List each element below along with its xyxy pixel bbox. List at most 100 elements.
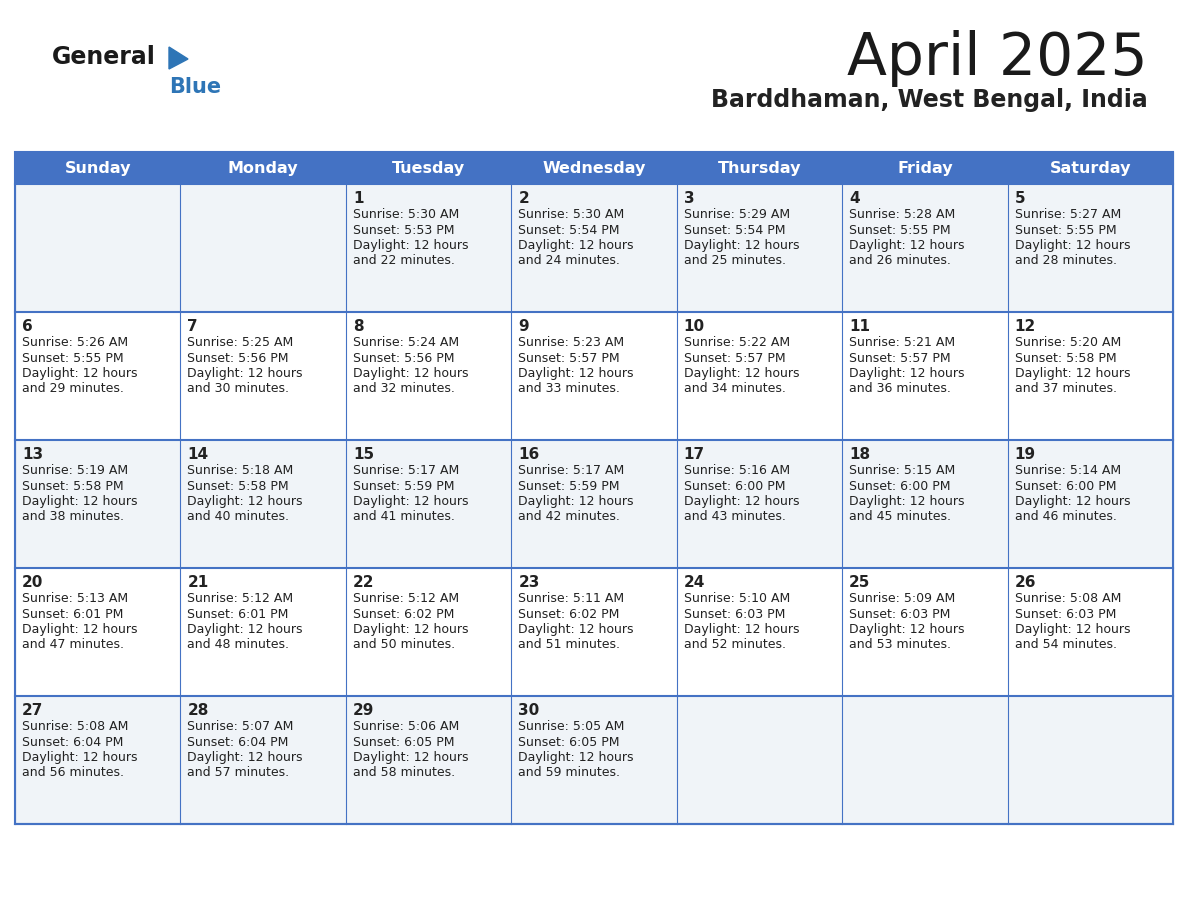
Text: Daylight: 12 hours: Daylight: 12 hours — [849, 367, 965, 380]
Text: Sunset: 6:03 PM: Sunset: 6:03 PM — [1015, 608, 1116, 621]
Text: and 28 minutes.: and 28 minutes. — [1015, 254, 1117, 267]
Text: 27: 27 — [23, 703, 44, 718]
Text: and 59 minutes.: and 59 minutes. — [518, 767, 620, 779]
Text: 16: 16 — [518, 447, 539, 462]
Text: Daylight: 12 hours: Daylight: 12 hours — [188, 751, 303, 764]
Text: 5: 5 — [1015, 191, 1025, 206]
Text: and 50 minutes.: and 50 minutes. — [353, 639, 455, 652]
Bar — [15, 152, 1173, 824]
Text: Sunset: 5:56 PM: Sunset: 5:56 PM — [188, 352, 289, 364]
Text: and 48 minutes.: and 48 minutes. — [188, 639, 290, 652]
Text: Daylight: 12 hours: Daylight: 12 hours — [518, 495, 633, 508]
Text: and 45 minutes.: and 45 minutes. — [849, 510, 952, 523]
Text: 25: 25 — [849, 575, 871, 590]
Text: and 42 minutes.: and 42 minutes. — [518, 510, 620, 523]
Text: 6: 6 — [23, 319, 33, 334]
Text: and 57 minutes.: and 57 minutes. — [188, 767, 290, 779]
Text: Sunrise: 5:25 AM: Sunrise: 5:25 AM — [188, 336, 293, 349]
Text: 9: 9 — [518, 319, 529, 334]
Text: Sunrise: 5:28 AM: Sunrise: 5:28 AM — [849, 208, 955, 221]
Text: and 25 minutes.: and 25 minutes. — [684, 254, 785, 267]
Text: Daylight: 12 hours: Daylight: 12 hours — [518, 623, 633, 636]
Text: Sunrise: 5:17 AM: Sunrise: 5:17 AM — [353, 464, 459, 477]
Text: and 36 minutes.: and 36 minutes. — [849, 383, 952, 396]
Text: Daylight: 12 hours: Daylight: 12 hours — [188, 495, 303, 508]
Text: 11: 11 — [849, 319, 870, 334]
Text: Tuesday: Tuesday — [392, 161, 466, 175]
Text: and 26 minutes.: and 26 minutes. — [849, 254, 952, 267]
Text: 15: 15 — [353, 447, 374, 462]
Text: Sunrise: 5:14 AM: Sunrise: 5:14 AM — [1015, 464, 1120, 477]
Text: Daylight: 12 hours: Daylight: 12 hours — [518, 751, 633, 764]
Text: Sunset: 5:53 PM: Sunset: 5:53 PM — [353, 223, 454, 237]
Text: Sunset: 5:58 PM: Sunset: 5:58 PM — [23, 479, 124, 492]
Text: Daylight: 12 hours: Daylight: 12 hours — [353, 239, 468, 252]
Text: Sunrise: 5:12 AM: Sunrise: 5:12 AM — [353, 592, 459, 605]
Text: and 29 minutes.: and 29 minutes. — [23, 383, 124, 396]
Text: and 54 minutes.: and 54 minutes. — [1015, 639, 1117, 652]
Text: 2: 2 — [518, 191, 529, 206]
Text: and 47 minutes.: and 47 minutes. — [23, 639, 124, 652]
Text: 4: 4 — [849, 191, 860, 206]
Text: Sunset: 6:04 PM: Sunset: 6:04 PM — [188, 735, 289, 748]
Text: Daylight: 12 hours: Daylight: 12 hours — [353, 367, 468, 380]
Text: Sunrise: 5:06 AM: Sunrise: 5:06 AM — [353, 720, 459, 733]
Bar — [15, 152, 1173, 184]
Text: Sunset: 5:57 PM: Sunset: 5:57 PM — [684, 352, 785, 364]
Polygon shape — [169, 47, 188, 69]
Text: 1: 1 — [353, 191, 364, 206]
Text: Sunrise: 5:13 AM: Sunrise: 5:13 AM — [23, 592, 128, 605]
Text: Daylight: 12 hours: Daylight: 12 hours — [1015, 239, 1130, 252]
Text: Daylight: 12 hours: Daylight: 12 hours — [23, 367, 138, 380]
Text: Sunrise: 5:30 AM: Sunrise: 5:30 AM — [518, 208, 625, 221]
Text: Sunrise: 5:11 AM: Sunrise: 5:11 AM — [518, 592, 625, 605]
Text: 8: 8 — [353, 319, 364, 334]
Text: and 30 minutes.: and 30 minutes. — [188, 383, 290, 396]
Text: Sunset: 6:01 PM: Sunset: 6:01 PM — [23, 608, 124, 621]
Text: Monday: Monday — [228, 161, 298, 175]
Text: April 2025: April 2025 — [847, 30, 1148, 87]
Text: Daylight: 12 hours: Daylight: 12 hours — [1015, 367, 1130, 380]
Text: 18: 18 — [849, 447, 871, 462]
Text: Daylight: 12 hours: Daylight: 12 hours — [849, 495, 965, 508]
Text: Sunrise: 5:21 AM: Sunrise: 5:21 AM — [849, 336, 955, 349]
Text: Daylight: 12 hours: Daylight: 12 hours — [188, 367, 303, 380]
Text: Daylight: 12 hours: Daylight: 12 hours — [518, 239, 633, 252]
Text: Sunset: 6:05 PM: Sunset: 6:05 PM — [518, 735, 620, 748]
Text: and 24 minutes.: and 24 minutes. — [518, 254, 620, 267]
Text: 3: 3 — [684, 191, 694, 206]
Text: 14: 14 — [188, 447, 209, 462]
Text: and 22 minutes.: and 22 minutes. — [353, 254, 455, 267]
Text: Daylight: 12 hours: Daylight: 12 hours — [353, 751, 468, 764]
Text: Sunset: 5:58 PM: Sunset: 5:58 PM — [188, 479, 289, 492]
Text: Daylight: 12 hours: Daylight: 12 hours — [353, 623, 468, 636]
Bar — [15, 568, 1173, 696]
Text: Daylight: 12 hours: Daylight: 12 hours — [684, 623, 800, 636]
Text: Daylight: 12 hours: Daylight: 12 hours — [23, 623, 138, 636]
Text: Daylight: 12 hours: Daylight: 12 hours — [684, 367, 800, 380]
Text: and 38 minutes.: and 38 minutes. — [23, 510, 124, 523]
Text: Sunrise: 5:16 AM: Sunrise: 5:16 AM — [684, 464, 790, 477]
Text: Sunrise: 5:15 AM: Sunrise: 5:15 AM — [849, 464, 955, 477]
Text: Sunset: 5:57 PM: Sunset: 5:57 PM — [518, 352, 620, 364]
Text: 19: 19 — [1015, 447, 1036, 462]
Text: Sunset: 6:03 PM: Sunset: 6:03 PM — [684, 608, 785, 621]
Text: Daylight: 12 hours: Daylight: 12 hours — [518, 367, 633, 380]
Text: Daylight: 12 hours: Daylight: 12 hours — [1015, 495, 1130, 508]
Text: 13: 13 — [23, 447, 43, 462]
Text: Barddhaman, West Bengal, India: Barddhaman, West Bengal, India — [712, 88, 1148, 112]
Text: Friday: Friday — [897, 161, 953, 175]
Text: Daylight: 12 hours: Daylight: 12 hours — [684, 495, 800, 508]
Text: Sunset: 6:00 PM: Sunset: 6:00 PM — [684, 479, 785, 492]
Text: Sunrise: 5:12 AM: Sunrise: 5:12 AM — [188, 592, 293, 605]
Text: Sunset: 6:04 PM: Sunset: 6:04 PM — [23, 735, 124, 748]
Text: Sunrise: 5:27 AM: Sunrise: 5:27 AM — [1015, 208, 1120, 221]
Text: 10: 10 — [684, 319, 704, 334]
Text: Sunrise: 5:10 AM: Sunrise: 5:10 AM — [684, 592, 790, 605]
Text: 22: 22 — [353, 575, 374, 590]
Text: Sunset: 5:59 PM: Sunset: 5:59 PM — [518, 479, 620, 492]
Text: 29: 29 — [353, 703, 374, 718]
Text: Sunrise: 5:05 AM: Sunrise: 5:05 AM — [518, 720, 625, 733]
Text: General: General — [52, 45, 156, 69]
Text: Sunset: 6:01 PM: Sunset: 6:01 PM — [188, 608, 289, 621]
